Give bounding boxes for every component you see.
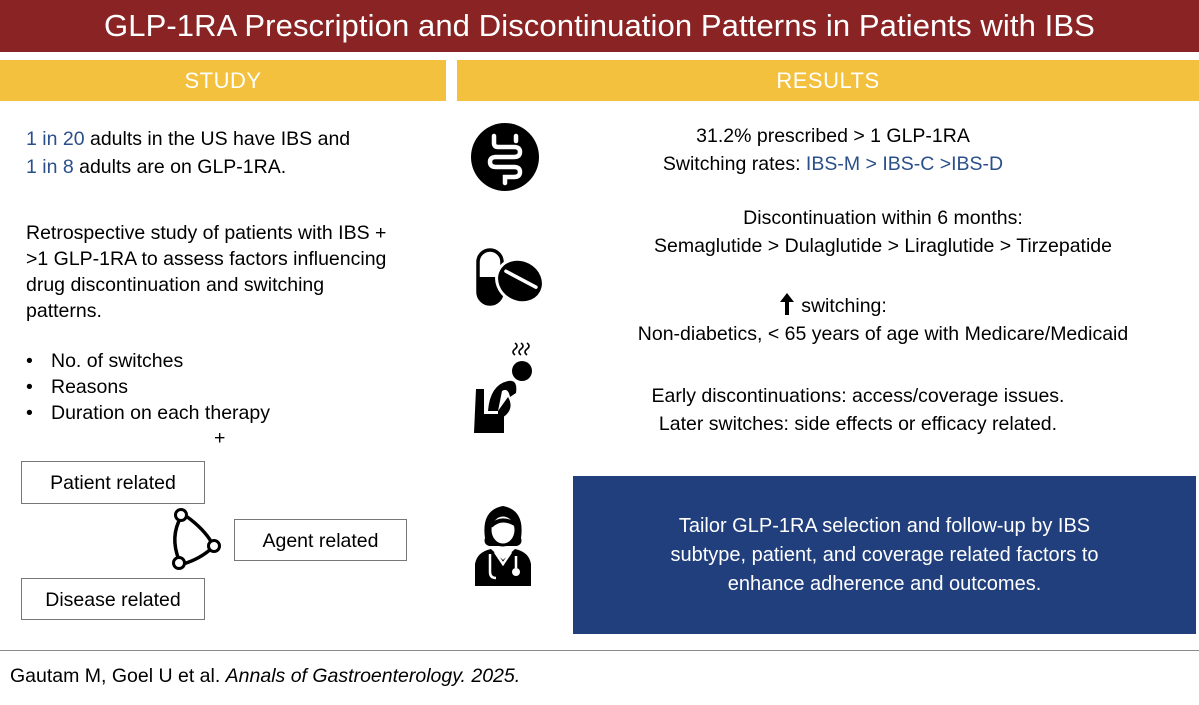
plus-sign: + bbox=[214, 427, 226, 449]
triangle-cycle-icon bbox=[172, 508, 221, 570]
study-description-line: >1 GLP-1RA to assess factors influencing bbox=[26, 248, 387, 270]
list-item: No. of switches bbox=[26, 348, 270, 374]
conclusion-line: enhance adherence and outcomes. bbox=[727, 573, 1042, 595]
switching-rates-label: Switching rates: bbox=[662, 153, 806, 175]
pills-icon bbox=[476, 248, 545, 306]
switching-increase-label: switching: bbox=[801, 295, 887, 317]
ibs-prevalence-stat: 1 in 20 bbox=[26, 128, 85, 150]
up-arrow-icon bbox=[780, 293, 795, 315]
discontinuation-order: Semaglutide > Dulaglutide > Liraglutide … bbox=[653, 235, 1112, 257]
switching-population: Non-diabetics, < 65 years of age with Me… bbox=[637, 323, 1129, 345]
glp1-prevalence-text: adults are on GLP-1RA. bbox=[73, 156, 287, 178]
glp1-prevalence-stat: 1 in 8 bbox=[26, 156, 74, 178]
agent-related-box: Agent related bbox=[234, 519, 407, 561]
switching-increase-line: switching: bbox=[573, 292, 1093, 319]
conclusion-box: Tailor GLP-1RA selection and follow-up b… bbox=[573, 476, 1196, 634]
citation-journal: Annals of Gastroenterology. 2025. bbox=[225, 665, 521, 687]
ibs-prevalence-text: adults in the US have IBS and bbox=[84, 128, 351, 150]
glp1-prevalence-line: 1 in 8 adults are on GLP-1RA. bbox=[26, 155, 286, 180]
conclusion-line: subtype, patient, and coverage related f… bbox=[670, 544, 1099, 566]
results-section-header: RESULTS bbox=[457, 60, 1199, 101]
citation: Gautam M, Goel U et al. Annals of Gastro… bbox=[10, 664, 520, 689]
study-description-line: drug discontinuation and switching bbox=[26, 274, 325, 296]
prescribed-finding: 31.2% prescribed > 1 GLP-1RA bbox=[696, 125, 970, 147]
later-switches-finding: Later switches: side effects or efficacy… bbox=[658, 413, 1058, 435]
ibs-prevalence-line: 1 in 20 adults in the US have IBS and bbox=[26, 127, 350, 152]
switching-rates-finding: Switching rates: IBS-M > IBS-C >IBS-D bbox=[573, 152, 1093, 177]
disease-related-box: Disease related bbox=[21, 578, 205, 620]
study-section-header: STUDY bbox=[0, 60, 446, 101]
patient-related-box: Patient related bbox=[21, 461, 205, 504]
early-discontinuation-finding: Early discontinuations: access/coverage … bbox=[651, 385, 1065, 407]
switching-rates-order: IBS-M > IBS-C >IBS-D bbox=[805, 153, 1004, 175]
discontinuation-title: Discontinuation within 6 months: bbox=[743, 207, 1023, 229]
footer-divider bbox=[0, 650, 1199, 651]
citation-authors: Gautam M, Goel U et al. bbox=[10, 665, 226, 687]
page-title: GLP-1RA Prescription and Discontinuation… bbox=[0, 0, 1199, 52]
conclusion-line: Tailor GLP-1RA selection and follow-up b… bbox=[678, 515, 1091, 537]
list-item: Reasons bbox=[26, 374, 270, 400]
study-description-line: patterns. bbox=[26, 300, 102, 322]
list-item: Duration on each therapy bbox=[26, 400, 270, 426]
intestine-icon bbox=[471, 123, 539, 191]
study-description-line: Retrospective study of patients with IBS… bbox=[26, 222, 387, 244]
study-outcomes-list: No. of switches Reasons Duration on each… bbox=[26, 348, 270, 426]
doctor-icon bbox=[475, 506, 531, 586]
distressed-person-icon bbox=[474, 342, 532, 433]
